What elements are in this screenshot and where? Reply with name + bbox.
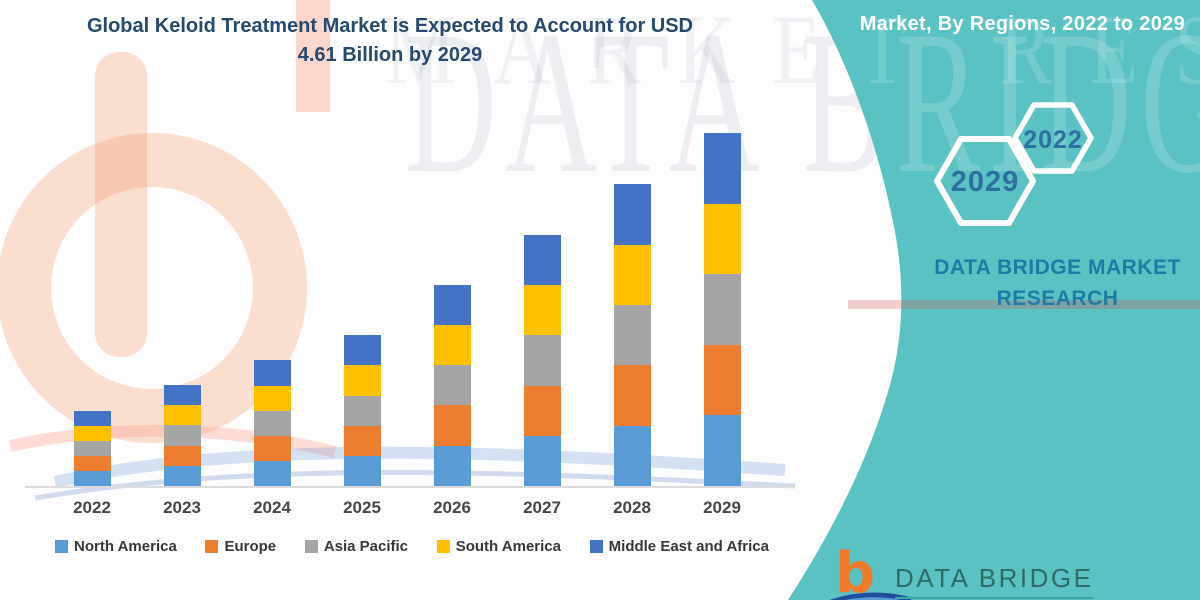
bar-segment (343, 455, 381, 486)
bar-segment (703, 203, 741, 275)
bar-segment (73, 456, 111, 471)
legend-label: Middle East and Africa (608, 538, 769, 555)
bar-2028 (613, 184, 651, 486)
legend-label: South America (455, 538, 561, 555)
bar-segment (253, 385, 291, 411)
legend-label: Europe (224, 538, 277, 555)
footer-logo: b DATA BRIDGE (830, 541, 1175, 600)
bar-segment (73, 411, 111, 426)
legend-swatch-icon (55, 540, 68, 553)
bar-segment (253, 410, 291, 436)
bar-segment (163, 384, 201, 406)
x-axis-label: 2026 (433, 498, 471, 517)
bar-segment (703, 344, 741, 416)
x-axis-label: 2022 (73, 498, 111, 517)
legend-swatch-icon (589, 540, 603, 553)
chart-legend: North America Europe Asia Pacific South Ame… (55, 538, 769, 555)
bar-segment (703, 133, 741, 204)
legend-label: Asia Pacific (323, 538, 409, 555)
bar-segment (523, 234, 561, 286)
bar-2025 (343, 335, 381, 486)
legend-item: Asia Pacific (304, 538, 409, 555)
bar-segment (613, 425, 651, 486)
bar-segment (163, 465, 201, 486)
hexagon-label-2022: 2022 (1023, 126, 1083, 154)
x-axis-label: 2023 (163, 498, 201, 517)
bar-segment (253, 460, 291, 486)
bar-2022 (73, 411, 111, 486)
legend-swatch-icon (205, 540, 219, 553)
bar-segment (703, 415, 741, 486)
x-axis-label: 2025 (343, 498, 381, 517)
legend-label: North America (74, 538, 177, 555)
x-axis-label: 2028 (613, 498, 651, 517)
bar-segment (73, 441, 111, 456)
legend-swatch-icon (304, 540, 318, 553)
bar-segment (613, 365, 651, 426)
legend-swatch-icon (436, 540, 450, 553)
bar-segment (523, 385, 561, 436)
bar-segment (163, 445, 201, 466)
x-axis-line (25, 486, 795, 488)
bar-2023 (163, 384, 201, 486)
bar-2027 (523, 234, 561, 486)
bar-segment (253, 435, 291, 461)
bar-segment (163, 405, 201, 426)
bar-segment (613, 184, 651, 245)
bar-segment (343, 335, 381, 366)
hexagon-label-2029: 2029 (950, 166, 1020, 198)
bar-2026 (433, 284, 471, 486)
bar-segment (523, 435, 561, 486)
bar-segment (343, 425, 381, 456)
footer-brand-name: DATA BRIDGE (895, 563, 1094, 599)
bar-segment (613, 244, 651, 306)
bar-segment (433, 405, 471, 446)
bar-segment (343, 395, 381, 426)
bar-segment (163, 425, 201, 446)
bar-segment (523, 285, 561, 336)
legend-item: Europe (205, 538, 276, 555)
bar-segment (433, 445, 471, 486)
bar-segment (523, 335, 561, 386)
bar-segment (703, 274, 741, 345)
x-axis-label: 2029 (703, 498, 741, 517)
bar-segment (253, 360, 291, 386)
bar-segment (343, 365, 381, 396)
bar-segment (433, 284, 471, 325)
legend-item: North America (55, 538, 177, 555)
page-title: Global Keloid Treatment Market is Expect… (86, 15, 694, 66)
bar-segment (613, 305, 651, 366)
bar-2024 (253, 360, 291, 486)
legend-item: Middle East and Africa (589, 538, 769, 555)
x-axis-label: 2027 (523, 498, 561, 517)
bar-2029 (703, 133, 741, 486)
legend-item: South America (436, 538, 561, 555)
bar-segment (73, 471, 111, 486)
x-axis-label: 2024 (253, 498, 291, 517)
bar-segment (73, 426, 111, 441)
bar-segment (433, 324, 471, 366)
bar-segment (433, 365, 471, 406)
